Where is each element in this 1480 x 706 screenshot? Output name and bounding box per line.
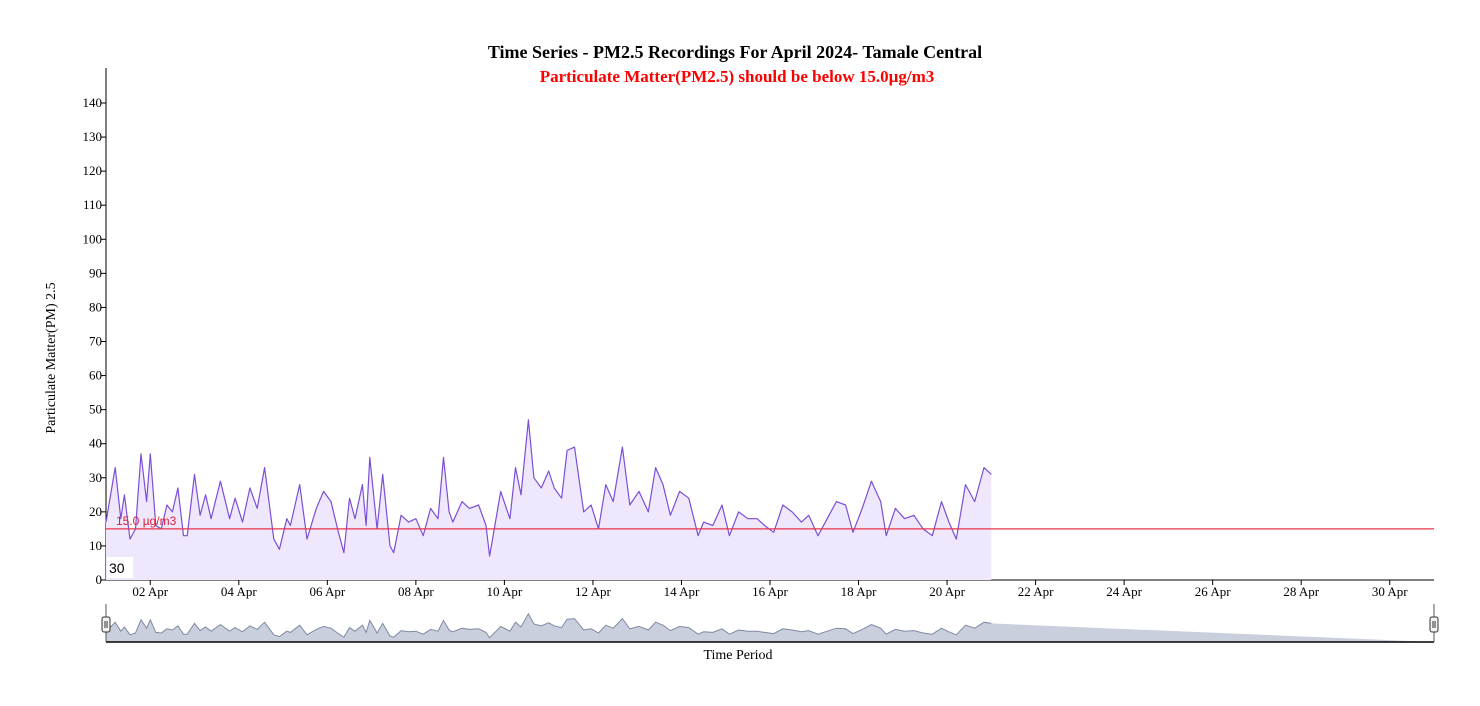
x-tick-label: 14 Apr <box>664 584 700 599</box>
y-tick-label: 30 <box>89 470 102 485</box>
y-tick-label: 0 <box>96 572 103 587</box>
y-tick-label: 40 <box>89 436 102 451</box>
x-tick-label: 08 Apr <box>398 584 434 599</box>
y-tick-label: 70 <box>89 334 102 349</box>
y-tick-label: 80 <box>89 299 102 314</box>
x-axis-label: Time Period <box>703 648 772 663</box>
x-tick-label: 16 Apr <box>752 584 788 599</box>
value-badge <box>107 557 133 578</box>
threshold-label: 15.0 µg/m3 <box>116 514 177 528</box>
y-tick-label: 20 <box>89 504 102 519</box>
x-tick-label: 04 Apr <box>221 584 257 599</box>
x-tick-label: 12 Apr <box>575 584 611 599</box>
y-tick-label: 130 <box>83 129 103 144</box>
y-tick-label: 140 <box>83 95 103 110</box>
chart-subtitle: Particulate Matter(PM2.5) should be belo… <box>540 67 935 86</box>
x-tick-label: 24 Apr <box>1106 584 1142 599</box>
y-tick-label: 90 <box>89 265 102 280</box>
series-line <box>105 419 992 557</box>
y-tick-label: 110 <box>83 197 102 212</box>
value-badge-text: 30 <box>109 560 125 576</box>
plot-area: 0 10 20 30 40 50 60 70 80 90 100 110 120 130 140 02 Apr… <box>83 68 1434 599</box>
series-area <box>106 419 992 580</box>
x-tick-label: 02 Apr <box>132 584 168 599</box>
y-tick-label: 100 <box>83 231 103 246</box>
y-tick-label: 120 <box>83 163 103 178</box>
range-navigator[interactable] <box>101 604 1439 643</box>
x-tick-label: 06 Apr <box>309 584 345 599</box>
x-tick-label: 28 Apr <box>1283 584 1319 599</box>
x-tick-label: 30 Apr <box>1372 584 1408 599</box>
chart-title: Time Series - PM2.5 Recordings For April… <box>488 42 982 62</box>
x-tick-label: 10 Apr <box>487 584 523 599</box>
y-axis-label: Particulate Matter(PM) 2.5 <box>44 282 59 433</box>
navigator-right-handle[interactable] <box>1429 616 1439 633</box>
y-tick-label: 10 <box>89 538 102 553</box>
x-tick-label: 18 Apr <box>841 584 877 599</box>
x-tick-label: 26 Apr <box>1195 584 1231 599</box>
navigator-left-handle[interactable] <box>101 616 111 633</box>
navigator-line <box>105 612 992 639</box>
navigator-area <box>106 613 1434 642</box>
y-tick-label: 60 <box>89 368 102 383</box>
x-tick-label: 20 Apr <box>929 584 965 599</box>
x-tick-label: 22 Apr <box>1018 584 1054 599</box>
y-tick-label: 50 <box>89 402 102 417</box>
